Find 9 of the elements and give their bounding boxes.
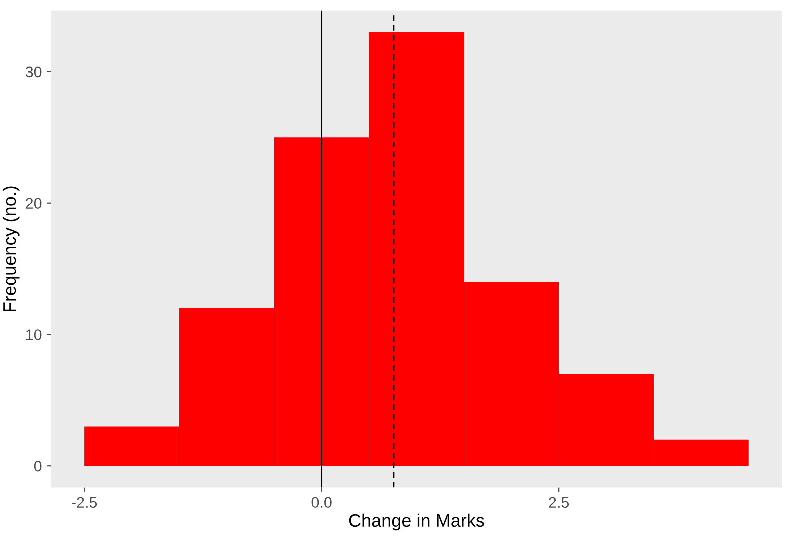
x-tick-label: 2.5	[549, 497, 570, 508]
x-axis-title: Change in Marks	[349, 514, 484, 531]
y-tick-label: 30	[26, 66, 42, 78]
y-tick-label: 10	[26, 330, 42, 340]
y-axis-title: Frequency (no.)	[2, 186, 20, 312]
y-tick-label: 0	[34, 460, 42, 472]
x-tick-label: -2.5	[72, 497, 98, 508]
y-tick-label: 20	[26, 198, 42, 210]
x-tick-label: 0.0	[312, 497, 332, 508]
